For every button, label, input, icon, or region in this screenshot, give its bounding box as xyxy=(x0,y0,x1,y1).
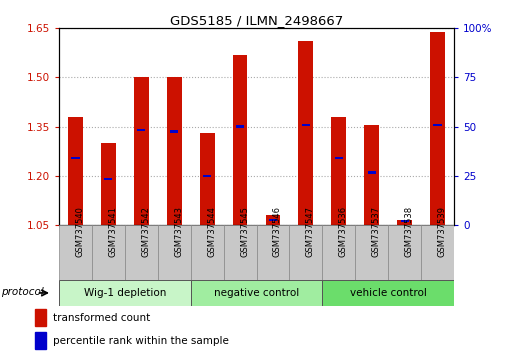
Bar xyxy=(224,225,256,280)
Bar xyxy=(68,117,83,225)
Text: GSM737547: GSM737547 xyxy=(306,206,315,257)
Text: GSM737541: GSM737541 xyxy=(108,206,117,257)
Text: GSM737539: GSM737539 xyxy=(438,206,446,257)
Text: protocol: protocol xyxy=(1,287,44,297)
Bar xyxy=(421,225,454,280)
Bar xyxy=(134,78,149,225)
Text: GSM737544: GSM737544 xyxy=(207,206,216,257)
Bar xyxy=(137,129,145,131)
Bar xyxy=(236,125,244,128)
Bar xyxy=(364,125,379,225)
Text: GSM737540: GSM737540 xyxy=(75,206,85,257)
Bar xyxy=(167,78,182,225)
Bar xyxy=(125,225,158,280)
Bar xyxy=(232,55,247,225)
Bar xyxy=(92,225,125,280)
Text: GSM737538: GSM737538 xyxy=(405,206,413,257)
Bar xyxy=(200,133,214,225)
Bar xyxy=(59,225,92,280)
Bar xyxy=(256,225,289,280)
Bar xyxy=(35,332,46,349)
Bar xyxy=(191,225,224,280)
Bar xyxy=(269,219,277,221)
Text: GSM737543: GSM737543 xyxy=(174,206,183,257)
Text: negative control: negative control xyxy=(214,288,299,298)
Bar xyxy=(355,225,388,280)
Text: GSM737546: GSM737546 xyxy=(273,206,282,257)
Bar xyxy=(289,225,322,280)
Bar xyxy=(101,143,116,225)
Bar xyxy=(71,156,80,159)
Bar xyxy=(430,32,445,225)
Text: Wig-1 depletion: Wig-1 depletion xyxy=(84,288,166,298)
Text: GSM737536: GSM737536 xyxy=(339,206,348,257)
Text: GSM737537: GSM737537 xyxy=(372,206,381,257)
Bar xyxy=(388,225,421,280)
Bar xyxy=(401,220,409,222)
Text: GSM737545: GSM737545 xyxy=(240,206,249,257)
Text: GSM737542: GSM737542 xyxy=(141,206,150,257)
Bar xyxy=(191,280,322,306)
Text: transformed count: transformed count xyxy=(53,313,151,323)
Bar xyxy=(104,178,112,180)
Bar xyxy=(35,309,46,326)
Bar xyxy=(433,124,442,126)
Text: percentile rank within the sample: percentile rank within the sample xyxy=(53,336,229,346)
Bar xyxy=(322,225,355,280)
Bar xyxy=(331,117,346,225)
Bar xyxy=(397,220,412,225)
Bar xyxy=(158,225,191,280)
Bar xyxy=(368,171,376,173)
Bar xyxy=(299,41,313,225)
Bar xyxy=(170,130,179,133)
Text: vehicle control: vehicle control xyxy=(350,288,427,298)
Bar xyxy=(322,280,454,306)
Bar xyxy=(59,280,191,306)
Bar xyxy=(334,156,343,159)
Bar xyxy=(266,215,281,225)
Bar xyxy=(302,124,310,126)
Bar xyxy=(203,175,211,177)
Title: GDS5185 / ILMN_2498667: GDS5185 / ILMN_2498667 xyxy=(170,14,343,27)
